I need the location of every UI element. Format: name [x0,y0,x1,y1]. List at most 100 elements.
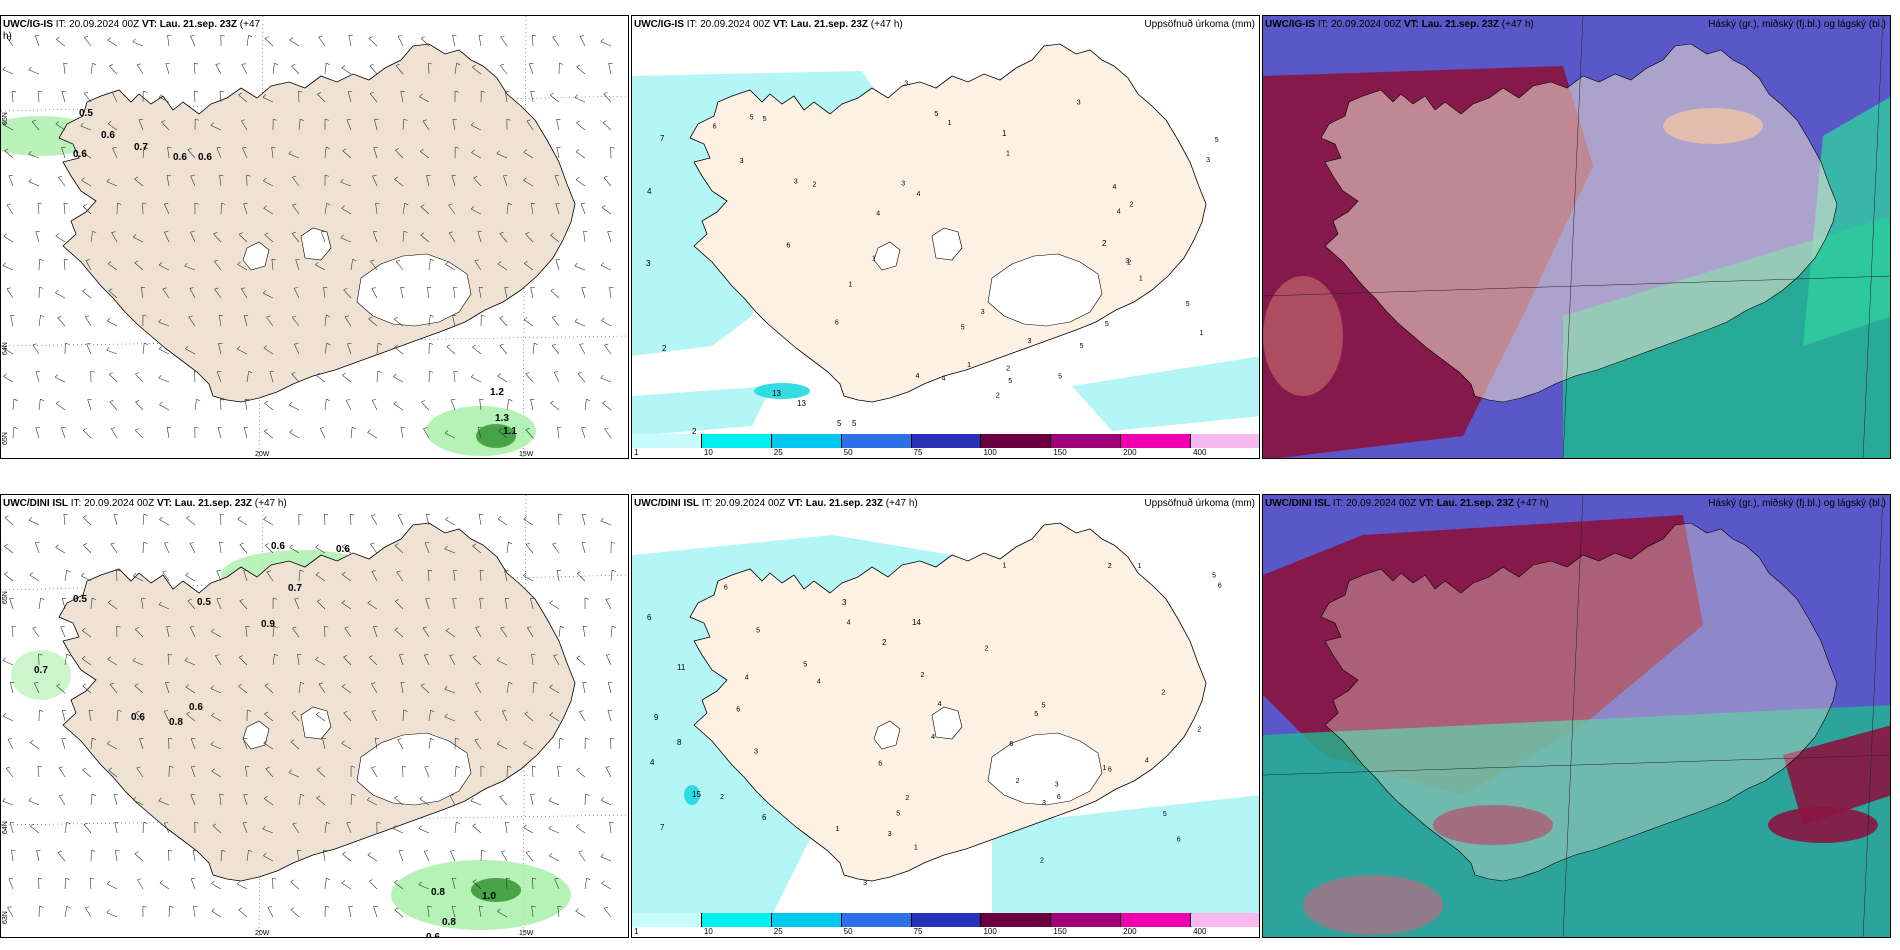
wind-barb-flag [421,36,425,39]
wind-barb [424,766,430,778]
wind-barb-flag [343,710,348,714]
panel-header: UWC/DINI ISL IT: 20.09.2024 00Z VT: Lau.… [634,498,918,510]
wind-barb-flag [586,877,591,881]
field-title: Uppsöfnuð úrkoma (mm) [1144,498,1255,509]
wind-barb [82,430,92,439]
wind-barb-flag [167,34,172,37]
legend-swatch [701,913,772,927]
precip-value: 6 [713,124,717,131]
wind-barb-flag [143,821,148,824]
wind-barb-flag [497,908,501,912]
wind-barb-flag [7,906,12,908]
wind-barb [3,235,14,243]
wind-barb [298,570,301,582]
wind-barb [369,881,378,890]
wind-barb [240,120,248,131]
legend-ticks: 1 10 25 50 75 100 150 200 400 [632,448,1259,458]
wind-barb [420,685,430,694]
init-time: IT: 20.09.2024 00Z [701,498,786,509]
wind-barb [418,884,430,890]
wind-barb-flag [343,655,348,658]
wind-barb-flag [604,427,609,430]
wind-barb [9,598,14,610]
wind-barb-flag [241,287,246,289]
wind-barb [428,315,431,327]
wind-barb [163,822,170,834]
wind-barb [582,626,586,638]
wind-barb [168,906,171,918]
wind-barb [82,769,92,778]
wind-barb-flag [497,516,502,520]
wind-barb [369,65,378,75]
wind-barb [400,682,404,694]
wind-barb [580,203,586,215]
wind-barb-flag [523,177,527,181]
wind-barb [90,794,93,806]
wind-barb [159,404,170,411]
wind-barb-flag [470,797,474,802]
wind-barb [262,292,274,299]
wind-barb-flag [12,625,17,628]
wind-barb-flag [189,287,194,289]
wind-barb [87,399,92,411]
wind-barb-flag [574,94,578,98]
wind-barb [532,343,535,355]
wind-barb [35,231,40,243]
wind-barb [397,514,404,526]
wind-barb-flag [158,346,163,350]
wind-barb-flag [548,825,552,829]
wind-barb-flag [274,62,279,66]
wind-barb-flag [576,120,581,124]
wind-barb-flag [499,315,504,319]
wind-barb [554,878,560,890]
wind-barb [555,203,560,215]
wind-barb-flag [54,374,59,378]
wind-barb-flag [271,258,276,261]
wind-barb-flag [2,657,6,661]
wind-barb [243,315,248,327]
wind-barb [90,598,93,610]
wind-barb [272,877,274,890]
wind-barb [582,682,586,694]
wind-barb [320,231,326,243]
wind-barb-flag [3,345,8,349]
wind-barb-flag [601,317,605,321]
wind-barb-flag [610,737,615,740]
wind-barb [419,96,430,103]
wind-barb-flag [523,317,528,320]
wind-barb [575,179,586,187]
value-label: 0.8 [442,917,456,928]
value-label: 64N [2,821,9,834]
wind-barb-flag [28,66,32,71]
wind-barb-flag [429,370,434,373]
wind-barb [450,850,456,862]
wind-barb-flag [403,118,408,121]
wind-barb-flag [4,515,9,518]
value-label: 0.5 [79,108,93,119]
wind-barb [289,39,300,47]
legend-tick-label: 50 [843,927,853,936]
wind-barb [448,204,456,215]
wind-barb [556,570,560,582]
wind-barb-flag [142,905,147,908]
wind-barb [525,429,534,439]
wind-barb-flag [39,905,44,908]
wind-barb [138,119,144,131]
wind-barb-flag [531,653,536,656]
wind-barb [167,35,170,47]
precip-value: 2 [1127,259,1131,266]
iceland-land [58,43,576,403]
wind-barb-flag [262,94,266,98]
wind-barb [134,178,144,187]
precip-value: 5 [1186,301,1190,308]
value-label: 0.5 [73,594,87,605]
wind-barb [421,401,430,411]
wind-barb-flag [445,516,449,520]
precip-value: 6 [786,242,790,249]
wind-barb-flag [479,398,484,401]
wind-barb-flag [263,852,267,856]
wind-barb [28,519,40,526]
wind-barb-flag [6,287,11,290]
wind-barb [296,850,300,862]
wind-barb-flag [158,601,162,605]
